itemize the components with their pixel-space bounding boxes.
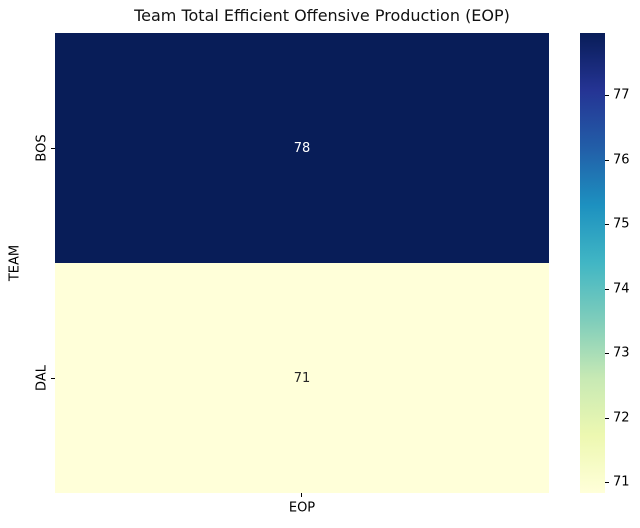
colorbar-tick-label: 73 — [613, 345, 630, 361]
y-axis-label: TEAM — [7, 244, 23, 282]
xtick-label-eop: EOP — [288, 500, 316, 516]
colorbar-tick-label: 71 — [613, 474, 630, 490]
cell-annotation-bos: 78 — [293, 140, 311, 156]
colorbar-tick-label: 76 — [613, 152, 630, 168]
chart-title: Team Total Efficient Offensive Productio… — [134, 6, 510, 25]
cell-annotation-dal: 71 — [293, 370, 311, 386]
ytick-label-dal: DAL — [34, 365, 50, 391]
colorbar-tick-label: 72 — [613, 410, 630, 426]
xtick-mark-eop — [301, 493, 302, 497]
heatmap-plot-area: 78 71 — [55, 33, 549, 493]
colorbar-tick-label: 77 — [613, 87, 630, 103]
ytick-label-bos: BOS — [34, 134, 50, 162]
ytick-mark-dal — [51, 378, 55, 379]
colorbar-tick-mark — [605, 224, 609, 225]
colorbar-tick-mark — [605, 95, 609, 96]
colorbar-tick-label: 75 — [613, 216, 630, 232]
colorbar-tick-mark — [605, 353, 609, 354]
colorbar-tick-label: 74 — [613, 281, 630, 297]
colorbar-tick-mark — [605, 482, 609, 483]
heatmap-cell-bos: 78 — [55, 33, 549, 263]
heatmap-cell-dal: 71 — [55, 263, 549, 493]
colorbar-tick-mark — [605, 160, 609, 161]
colorbar-tick-mark — [605, 289, 609, 290]
ytick-mark-bos — [51, 148, 55, 149]
colorbar-tick-mark — [605, 418, 609, 419]
colorbar-gradient — [580, 33, 605, 493]
